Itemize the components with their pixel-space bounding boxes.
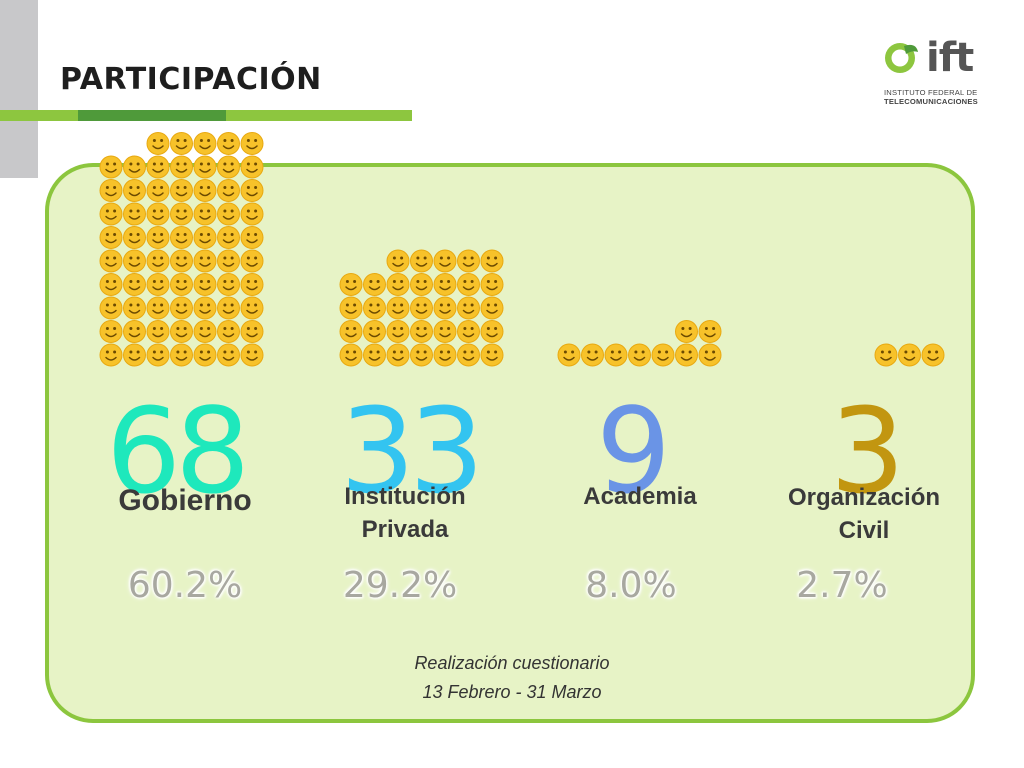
label-institucion-privada-line1: Institución [344, 483, 466, 510]
smiley-icon [146, 132, 170, 155]
survey-period-line2: 13 Febrero - 31 Marzo [422, 682, 602, 702]
label-institucion-privada: Institución Privada [315, 480, 495, 546]
count-academia: 9 [596, 382, 671, 520]
smiley-icon [193, 132, 217, 155]
percent-institucion-privada: 29.2% [342, 565, 458, 606]
slide-title: PARTICIPACIÓN [60, 62, 322, 97]
logo-subtitle-line2: TELECOMUNICACIONES [884, 97, 978, 106]
smiley-icon [170, 132, 193, 155]
title-underline-segment [226, 110, 412, 121]
title-underline-segment [0, 110, 78, 121]
label-organizacion-civil: Organización Civil [764, 481, 964, 547]
smiley-icon [240, 132, 264, 155]
label-gobierno: Gobierno [118, 484, 252, 517]
label-academia: Academia [583, 483, 697, 510]
percent-gobierno: 60.2% [127, 565, 243, 606]
label-organizacion-civil-line1: Organización [787, 484, 941, 511]
title-underline-segment [78, 110, 226, 121]
smiley-icon [217, 132, 240, 155]
logo-wordmark: ift [926, 35, 974, 81]
logo-subtitle-line1: INSTITUTO FEDERAL DE [884, 88, 978, 97]
percent-organizacion-civil: 2.7% [796, 565, 888, 606]
count-organizacion-civil: 3 [830, 382, 905, 520]
label-institucion-privada-line2: Privada [361, 516, 449, 543]
count-institucion-privada: 33 [340, 382, 484, 520]
side-accent-strip [0, 0, 38, 178]
percent-academia: 8.0% [585, 565, 677, 606]
label-organizacion-civil-line2: Civil [838, 517, 890, 544]
ift-logo: ift INSTITUTO FEDERAL DE TELECOMUNICACIO… [882, 35, 992, 108]
survey-period-line1: Realización cuestionario [414, 653, 610, 673]
ift-logo-mark-icon [885, 43, 918, 73]
count-gobierno: 68 [106, 382, 250, 520]
